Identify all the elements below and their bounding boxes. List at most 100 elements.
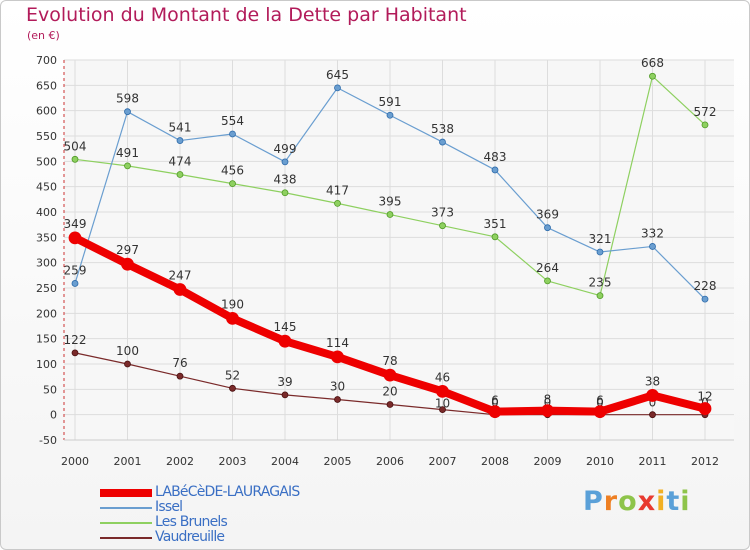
data-label: 645 (326, 68, 349, 82)
logo-letter: t (666, 486, 681, 517)
legend-label: LABéCèDE-LAURAGAIS (155, 484, 300, 500)
data-label: 438 (274, 173, 297, 187)
data-label: 668 (641, 56, 664, 70)
data-point (281, 391, 289, 399)
data-point (649, 243, 656, 250)
data-point (439, 138, 446, 146)
y-tick-label: 400 (36, 206, 57, 219)
legend-swatch (100, 537, 152, 539)
chart-title: Evolution du Montant de la Dette par Hab… (26, 4, 467, 26)
data-label: 417 (326, 183, 349, 197)
data-label: 395 (379, 195, 402, 209)
data-point (386, 111, 394, 119)
data-point (71, 349, 79, 357)
legend-label: Les Brunels (155, 514, 228, 530)
data-label: 30 (330, 379, 345, 393)
y-tick-label: 500 (36, 155, 57, 168)
x-tick-label: 2002 (166, 455, 194, 468)
legend-label: Issel (155, 499, 183, 515)
x-tick-label: 2012 (691, 455, 719, 468)
x-tick-label: 2001 (114, 455, 142, 468)
data-point (176, 137, 184, 144)
logo-letter: x (637, 486, 657, 517)
x-tick-label: 2005 (324, 455, 352, 468)
data-label: 114 (326, 336, 349, 350)
y-tick-label: 450 (36, 181, 57, 194)
data-label: 52 (225, 368, 240, 382)
data-label: 541 (169, 121, 192, 135)
x-tick-label: 2009 (534, 455, 562, 468)
x-tick-label: 2000 (61, 455, 89, 468)
data-label: 76 (172, 356, 187, 370)
data-point (176, 171, 184, 178)
data-point (226, 311, 239, 325)
data-point (491, 166, 499, 174)
data-point (386, 211, 394, 218)
y-tick-label: 50 (43, 383, 57, 396)
data-label: 6 (596, 394, 604, 408)
data-point (176, 372, 184, 380)
x-tick-label: 2004 (271, 455, 299, 468)
data-point (488, 405, 502, 419)
data-label: 351 (484, 217, 507, 231)
data-point (334, 199, 341, 207)
y-tick-label: -50 (39, 434, 57, 447)
data-label: 373 (431, 206, 454, 220)
data-label: 321 (589, 232, 612, 246)
data-label: 264 (536, 261, 559, 275)
data-label: 122 (64, 333, 87, 347)
data-label: 10 (435, 397, 450, 411)
data-point (334, 396, 341, 403)
y-tick-label: 0 (50, 409, 57, 422)
data-label: 8 (544, 393, 552, 407)
data-point (229, 384, 236, 392)
y-tick-label: 550 (36, 130, 57, 143)
data-point (593, 405, 607, 419)
data-label: 0 (544, 396, 552, 410)
data-point (544, 224, 551, 232)
data-label: 456 (221, 164, 244, 178)
data-label: 145 (274, 320, 297, 334)
data-point (701, 295, 709, 303)
y-tick-label: 250 (36, 282, 57, 295)
data-label: 369 (536, 208, 559, 222)
data-point (439, 222, 446, 230)
data-point (436, 384, 449, 398)
data-label: 78 (382, 354, 397, 368)
data-point (649, 411, 656, 419)
data-label: 349 (64, 217, 87, 231)
data-point (71, 280, 79, 287)
logo-letter: o (618, 486, 638, 517)
data-label: 297 (116, 243, 139, 257)
x-tick-label: 2011 (639, 455, 667, 468)
data-label: 591 (379, 95, 402, 109)
logo-letter: i (656, 486, 667, 517)
data-point (596, 292, 604, 300)
y-tick-label: 600 (36, 105, 57, 118)
data-point (124, 162, 131, 170)
data-label: 0 (649, 396, 657, 410)
legend-swatch (100, 489, 152, 497)
data-label: 474 (169, 155, 192, 169)
data-label: 332 (641, 226, 664, 240)
legend-swatch (100, 507, 152, 509)
data-point (278, 334, 292, 348)
data-label: 12 (697, 390, 712, 404)
plot-area (64, 60, 734, 440)
data-label: 6 (491, 394, 499, 408)
data-label: 483 (484, 150, 507, 164)
x-tick-label: 2008 (481, 455, 509, 468)
y-tick-label: 350 (36, 231, 57, 244)
data-point (701, 121, 709, 129)
data-point (331, 350, 344, 364)
data-label: 572 (694, 105, 717, 119)
data-label: 0 (596, 396, 604, 410)
data-label: 598 (116, 92, 139, 106)
y-tick-label: 200 (36, 307, 57, 320)
data-point (439, 406, 446, 414)
logo-letter: i (680, 486, 691, 517)
data-label: 235 (589, 276, 612, 290)
chart-subtitle: (en €) (27, 29, 60, 42)
data-label: 247 (169, 269, 192, 283)
data-point (281, 189, 289, 197)
